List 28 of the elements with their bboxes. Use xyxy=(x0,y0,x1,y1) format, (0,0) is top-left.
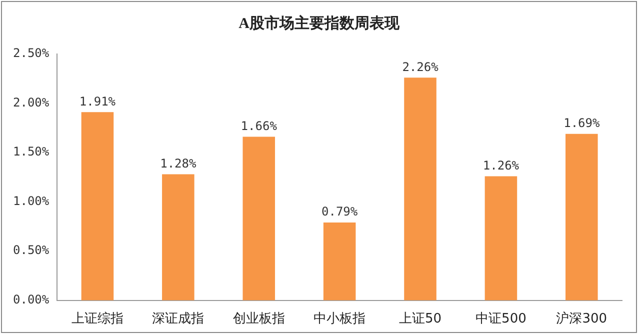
bar xyxy=(323,222,356,300)
data-label: 1.28% xyxy=(160,156,198,170)
y-tick-label: 0.00% xyxy=(13,292,50,307)
y-tick-label: 2.50% xyxy=(13,46,50,60)
x-tick-label: 中小板指 xyxy=(314,312,366,327)
bar xyxy=(566,134,598,300)
x-tick-label: 沪深300 xyxy=(556,310,608,327)
data-label: 2.26% xyxy=(402,60,440,74)
data-label: 0.79% xyxy=(322,204,358,219)
x-tick-label: 创业板指 xyxy=(232,312,285,327)
x-tick-label: 中证500 xyxy=(476,312,526,327)
data-label: 1.66% xyxy=(240,118,278,133)
bar xyxy=(242,136,276,300)
bar xyxy=(81,112,114,300)
data-label: 1.69% xyxy=(564,116,600,130)
data-label: 1.91% xyxy=(79,94,116,108)
x-tick-label: 深证成指 xyxy=(152,312,204,327)
x-tick-label: 上证50 xyxy=(398,312,442,327)
bar xyxy=(404,78,436,300)
bar xyxy=(162,174,194,300)
chart-title: A股市场主要指数周表现 xyxy=(238,14,400,33)
y-tick-label: 1.00% xyxy=(13,194,50,208)
y-tick-label: 1.50% xyxy=(13,144,50,159)
x-tick-label: 上证综指 xyxy=(71,312,124,327)
data-label: 1.26% xyxy=(482,158,520,172)
bar xyxy=(484,176,518,300)
y-tick-label: 0.50% xyxy=(13,243,50,258)
y-tick-label: 2.00% xyxy=(13,95,50,110)
